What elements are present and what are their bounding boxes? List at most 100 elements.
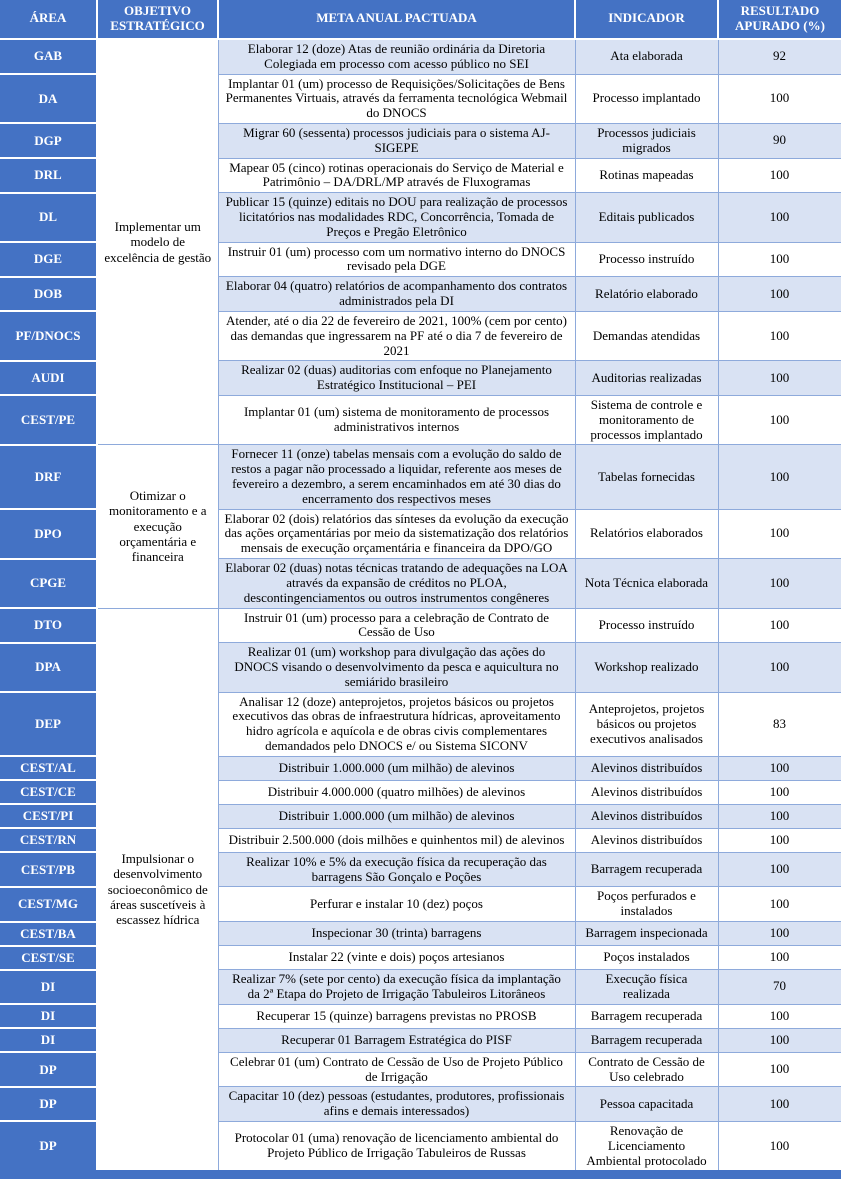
meta-cell: Instalar 22 (vinte e dois) poços artesia… [217, 945, 576, 971]
resultado-cell: 100 [717, 851, 841, 888]
resultado-cell: 100 [717, 157, 841, 194]
table-row: DRL Mapear 05 (cinco) rotinas operacionai… [0, 157, 841, 194]
table-row: DPA Realizar 01 (um) workshop para divulg… [0, 641, 841, 694]
resultado-cell: 100 [717, 642, 841, 693]
indicador-cell: Processo instruído [574, 607, 719, 644]
table-row: CEST/PB Realizar 10% e 5% da execução fís… [0, 851, 841, 888]
table-row: CEST/AL Distribuir 1.000.000 (um milhão) … [0, 755, 841, 782]
indicador-cell: Relatório elaborado [574, 276, 719, 312]
indicador-cell: Workshop realizado [574, 642, 719, 693]
indicador-cell: Renovação de Licenciamento Ambiental pro… [574, 1120, 719, 1176]
resultado-cell: 100 [717, 1003, 841, 1029]
resultado-cell: 100 [717, 1051, 841, 1088]
indicador-cell: Processos judiciais migrados [574, 122, 719, 159]
meta-cell: Fornecer 11 (onze) tabelas mensais com a… [217, 444, 576, 510]
area-cell: DI [0, 1027, 98, 1054]
meta-cell: Instruir 01 (um) processo para a celebra… [217, 607, 576, 644]
table-row: PF/DNOCS Atender, até o dia 22 de feverei… [0, 310, 841, 362]
resultado-cell: 100 [717, 192, 841, 243]
objetivo-cell: Otimizar o monitoramento e a execução or… [96, 444, 219, 609]
meta-cell: Distribuir 2.500.000 (dois milhões e qui… [217, 827, 576, 853]
area-cell: DRL [0, 157, 98, 194]
meta-cell: Inspecionar 30 (trinta) barragens [217, 921, 576, 947]
indicador-cell: Processo instruído [574, 241, 719, 278]
area-cell: DEP [0, 691, 98, 758]
meta-cell: Elaborar 04 (quatro) relatórios de acomp… [217, 276, 576, 312]
area-cell: CEST/PI [0, 803, 98, 830]
area-cell: CPGE [0, 557, 98, 610]
area-cell: CEST/PE [0, 394, 98, 446]
indicador-cell: Demandas atendidas [574, 310, 719, 362]
table-row: DTO Impulsionar o desenvolvimento socioec… [0, 607, 841, 1176]
resultado-cell: 100 [717, 921, 841, 947]
indicador-cell: Barragem recuperada [574, 851, 719, 888]
area-cell: CEST/AL [0, 755, 98, 782]
header-row: ÁREA OBJETIVO ESTRATÉGICO META ANUAL PAC… [0, 0, 841, 40]
column-header-area: ÁREA [0, 0, 98, 40]
meta-cell: Instruir 01 (um) processo com um normati… [217, 241, 576, 278]
meta-cell: Implantar 01 (um) processo de Requisiçõe… [217, 73, 576, 124]
indicador-cell: Barragem inspecionada [574, 921, 719, 947]
table-row: DI Recuperar 15 (quinze) barragens previs… [0, 1003, 841, 1030]
area-cell: DGE [0, 241, 98, 278]
table-body: GAB Implementar um modelo de excelência d… [0, 37, 841, 1176]
area-cell: DI [0, 1003, 98, 1030]
indicador-cell: Execução física realizada [574, 969, 719, 1005]
table-row: DPO Elaborar 02 (dois) relatórios das sín… [0, 508, 841, 560]
table-row: DL Publicar 15 (quinze) editais no DOU pa… [0, 191, 841, 244]
column-header-resultado-apurado: RESULTADO APURADO (%) [717, 0, 841, 40]
table-row: CEST/MG Perfurar e instalar 10 (dez) poço… [0, 885, 841, 923]
resultado-cell: 100 [717, 444, 841, 510]
meta-cell: Recuperar 15 (quinze) barragens prevista… [217, 1003, 576, 1029]
area-cell: DPA [0, 641, 98, 694]
area-cell: CEST/CE [0, 779, 98, 806]
resultado-cell: 70 [717, 969, 841, 1005]
meta-cell: Distribuir 4.000.000 (quatro milhões) de… [217, 779, 576, 805]
indicador-cell: Anteprojetos, projetos básicos ou projet… [574, 691, 719, 757]
meta-cell: Elaborar 12 (doze) Atas de reunião ordin… [217, 38, 576, 75]
meta-cell: Realizar 7% (sete por cento) da execução… [217, 969, 576, 1005]
area-cell: DPO [0, 508, 98, 560]
area-cell: DTO [0, 607, 98, 644]
objetivo-cell: Implementar um modelo de excelência de g… [96, 38, 219, 446]
indicador-cell: Relatórios elaborados [574, 508, 719, 560]
indicador-cell: Contrato de Cessão de Uso celebrado [574, 1051, 719, 1088]
column-header-indicador: INDICADOR [574, 0, 719, 40]
indicador-cell: Alevinos distribuídos [574, 779, 719, 805]
meta-cell: Elaborar 02 (dois) relatórios das síntes… [217, 508, 576, 560]
indicador-cell: Processo implantado [574, 73, 719, 124]
meta-cell: Realizar 01 (um) workshop para divulgaçã… [217, 642, 576, 693]
area-cell: DL [0, 191, 98, 244]
table-row: CEST/BA Inspecionar 30 (trinta) barragens… [0, 920, 841, 947]
indicador-cell: Tabelas fornecidas [574, 444, 719, 510]
meta-cell: Analisar 12 (doze) anteprojetos, projeto… [217, 691, 576, 757]
table-row: AUDI Realizar 02 (duas) auditorias com en… [0, 359, 841, 397]
meta-cell: Distribuir 1.000.000 (um milhão) de alev… [217, 803, 576, 829]
table-header: ÁREA OBJETIVO ESTRATÉGICO META ANUAL PAC… [0, 0, 841, 40]
resultado-cell: 100 [717, 1120, 841, 1176]
table-row: CEST/PE Implantar 01 (um) sistema de moni… [0, 394, 841, 446]
indicador-cell: Poços perfurados e instalados [574, 886, 719, 923]
resultado-cell: 100 [717, 394, 841, 446]
area-cell: DA [0, 72, 98, 125]
meta-cell: Elaborar 02 (duas) notas técnicas tratan… [217, 558, 576, 609]
meta-cell: Realizar 10% e 5% da execução física da … [217, 851, 576, 888]
objetivo-cell: Impulsionar o desenvolvimento socioeconô… [96, 607, 219, 1176]
resultado-cell: 100 [717, 73, 841, 124]
area-cell: GAB [0, 37, 98, 76]
resultado-cell: 100 [717, 607, 841, 644]
area-cell: CEST/PB [0, 851, 98, 888]
table-row: DI Realizar 7% (sete por cento) da execuç… [0, 968, 841, 1006]
area-cell: DOB [0, 275, 98, 313]
indicador-cell: Barragem recuperada [574, 1003, 719, 1029]
indicador-cell: Ata elaborada [574, 38, 719, 75]
table-row: CEST/RN Distribuir 2.500.000 (dois milhõe… [0, 827, 841, 854]
meta-cell: Realizar 02 (duas) auditorias com enfoqu… [217, 360, 576, 396]
resultado-cell: 100 [717, 779, 841, 805]
indicador-cell: Barragem recuperada [574, 1027, 719, 1053]
resultado-cell: 100 [717, 886, 841, 923]
column-header-objetivo-estrategico: OBJETIVO ESTRATÉGICO [96, 0, 219, 40]
table-row: CEST/SE Instalar 22 (vinte e dois) poços … [0, 944, 841, 971]
